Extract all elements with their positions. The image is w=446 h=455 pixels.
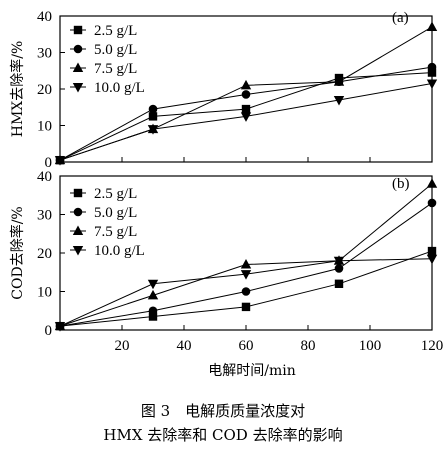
legend-label: 2.5 g/L (94, 23, 137, 39)
data-point (241, 90, 251, 99)
x-axis-title: 电解时间/min (208, 363, 296, 379)
y-tick-label: 40 (37, 9, 52, 25)
data-point (54, 156, 66, 166)
x-tick-label: 120 (421, 338, 444, 354)
x-tick-label: 100 (359, 338, 382, 354)
y-axis-title: HMX去除率/% (9, 41, 26, 138)
data-point (333, 95, 345, 106)
series-triangle-down (54, 254, 438, 332)
data-point (427, 68, 437, 77)
chart-panel-b: 0 10 20 30 40 20 40 60 80 100 120 COD去除率/% 电解时间/min (… (9, 169, 443, 379)
data-point (240, 270, 252, 280)
data-point (148, 112, 158, 121)
data-point (148, 306, 158, 316)
legend-item: 7.5 g/L (70, 224, 137, 240)
legend-marker (72, 83, 84, 93)
chart-panel-a: 0 10 20 30 40 HMX去除率/% (a) 2.5 g/L 5.0 g/L 7.5 g/… (9, 9, 438, 171)
figure-caption-line1: 图 3 电解质质量浓度对 (140, 402, 306, 420)
legend-item: 10.0 g/L (70, 80, 145, 96)
data-point (426, 79, 438, 90)
x-tick-label: 40 (177, 338, 192, 354)
y-tick-label: 0 (45, 155, 53, 171)
legend-marker (73, 188, 83, 198)
legend-marker (73, 25, 83, 35)
y-tick-label: 20 (37, 82, 52, 98)
legend-item: 5.0 g/L (70, 205, 137, 221)
legend-marker (72, 62, 84, 72)
data-point (240, 112, 252, 122)
legend-label: 10.0 g/L (94, 243, 145, 259)
x-tick-label: 80 (301, 338, 316, 354)
legend-label: 7.5 g/L (94, 61, 137, 77)
data-point (427, 62, 437, 72)
legend-marker (73, 207, 83, 217)
data-point (241, 287, 251, 296)
legend-item: 5.0 g/L (70, 42, 137, 58)
legend-marker (72, 225, 84, 235)
y-tick-label: 20 (37, 246, 52, 262)
y-tick-label: 40 (37, 169, 52, 185)
legend-marker (72, 246, 84, 256)
figure-caption-line2: HMX 去除率和 COD 去除率的影响 (103, 426, 343, 444)
data-point (148, 104, 158, 114)
data-point (147, 289, 159, 300)
legend-item: 2.5 g/L (70, 23, 137, 39)
legend-item: 2.5 g/L (70, 186, 137, 202)
data-point (426, 178, 438, 188)
legend-label: 2.5 g/L (94, 186, 137, 202)
data-point (426, 254, 438, 265)
legend-marker (73, 44, 83, 54)
y-tick-label: 10 (37, 119, 52, 135)
data-point (147, 125, 159, 135)
data-point (241, 104, 251, 114)
legend-label: 10.0 g/L (94, 80, 145, 96)
legend-label: 5.0 g/L (94, 42, 137, 58)
series-circle (55, 198, 437, 331)
y-tick-label: 10 (37, 285, 52, 301)
panel-label: (b) (392, 176, 410, 192)
y-axis-title: COD去除率/% (9, 206, 26, 299)
data-point (241, 302, 251, 312)
data-point (334, 279, 344, 288)
series-triangle-down (54, 79, 438, 166)
panel-label: (a) (392, 10, 409, 26)
data-point (333, 76, 345, 86)
data-point (427, 198, 437, 208)
legend-item: 7.5 g/L (70, 61, 137, 77)
data-point (334, 264, 344, 273)
legend-label: 5.0 g/L (94, 205, 137, 221)
legend-item: 10.0 g/L (70, 243, 145, 259)
x-tick-label: 60 (239, 338, 254, 354)
x-tick-label: 20 (115, 338, 130, 354)
legend-label: 7.5 g/L (94, 224, 137, 240)
data-point (54, 322, 66, 332)
data-point (333, 256, 345, 267)
data-point (147, 279, 159, 290)
data-point (240, 259, 252, 269)
y-tick-label: 30 (37, 46, 52, 62)
data-point (148, 312, 158, 321)
data-point (426, 21, 438, 31)
y-tick-label: 30 (37, 208, 52, 224)
data-point (427, 246, 437, 256)
y-tick-label: 0 (45, 323, 53, 339)
data-point (240, 79, 252, 90)
